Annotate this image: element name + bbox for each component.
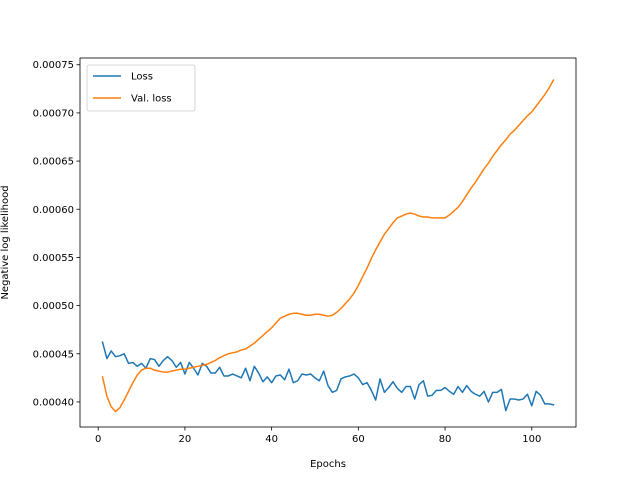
y-tick-label: 0.00070	[33, 108, 74, 119]
x-axis-label: Epochs	[310, 459, 346, 470]
y-axis-label: Negative log likelihood	[0, 185, 11, 299]
y-tick-label: 0.00050	[33, 301, 74, 312]
x-axis: 0 20 40 60 80 100	[95, 427, 541, 445]
legend-label: Val. loss	[131, 94, 172, 105]
y-axis: 0.00040 0.00045 0.00050 0.00055 0.00060 0.000…	[33, 60, 80, 408]
x-tick-label: 0	[95, 434, 101, 445]
x-tick-label: 40	[265, 434, 278, 445]
legend-label: Loss	[131, 72, 153, 83]
y-tick-label: 0.00055	[33, 253, 74, 264]
y-tick-label: 0.00065	[33, 157, 74, 168]
x-tick-label: 80	[439, 434, 452, 445]
y-tick-label: 0.00060	[33, 205, 74, 216]
axes-background	[80, 58, 576, 427]
series-line-val-loss	[101, 79, 555, 413]
legend: Loss Val. loss	[86, 64, 196, 112]
series-line-loss	[101, 341, 555, 412]
series-layer	[101, 79, 555, 413]
y-tick-label: 0.00045	[33, 349, 74, 360]
x-tick-label: 100	[522, 434, 541, 445]
x-tick-label: 60	[352, 434, 365, 445]
plot-area	[79, 57, 577, 428]
y-tick-label: 0.00040	[33, 397, 74, 408]
y-tick-label: 0.00075	[33, 60, 74, 71]
axes-frame	[79, 57, 577, 428]
x-tick-label: 20	[179, 434, 192, 445]
